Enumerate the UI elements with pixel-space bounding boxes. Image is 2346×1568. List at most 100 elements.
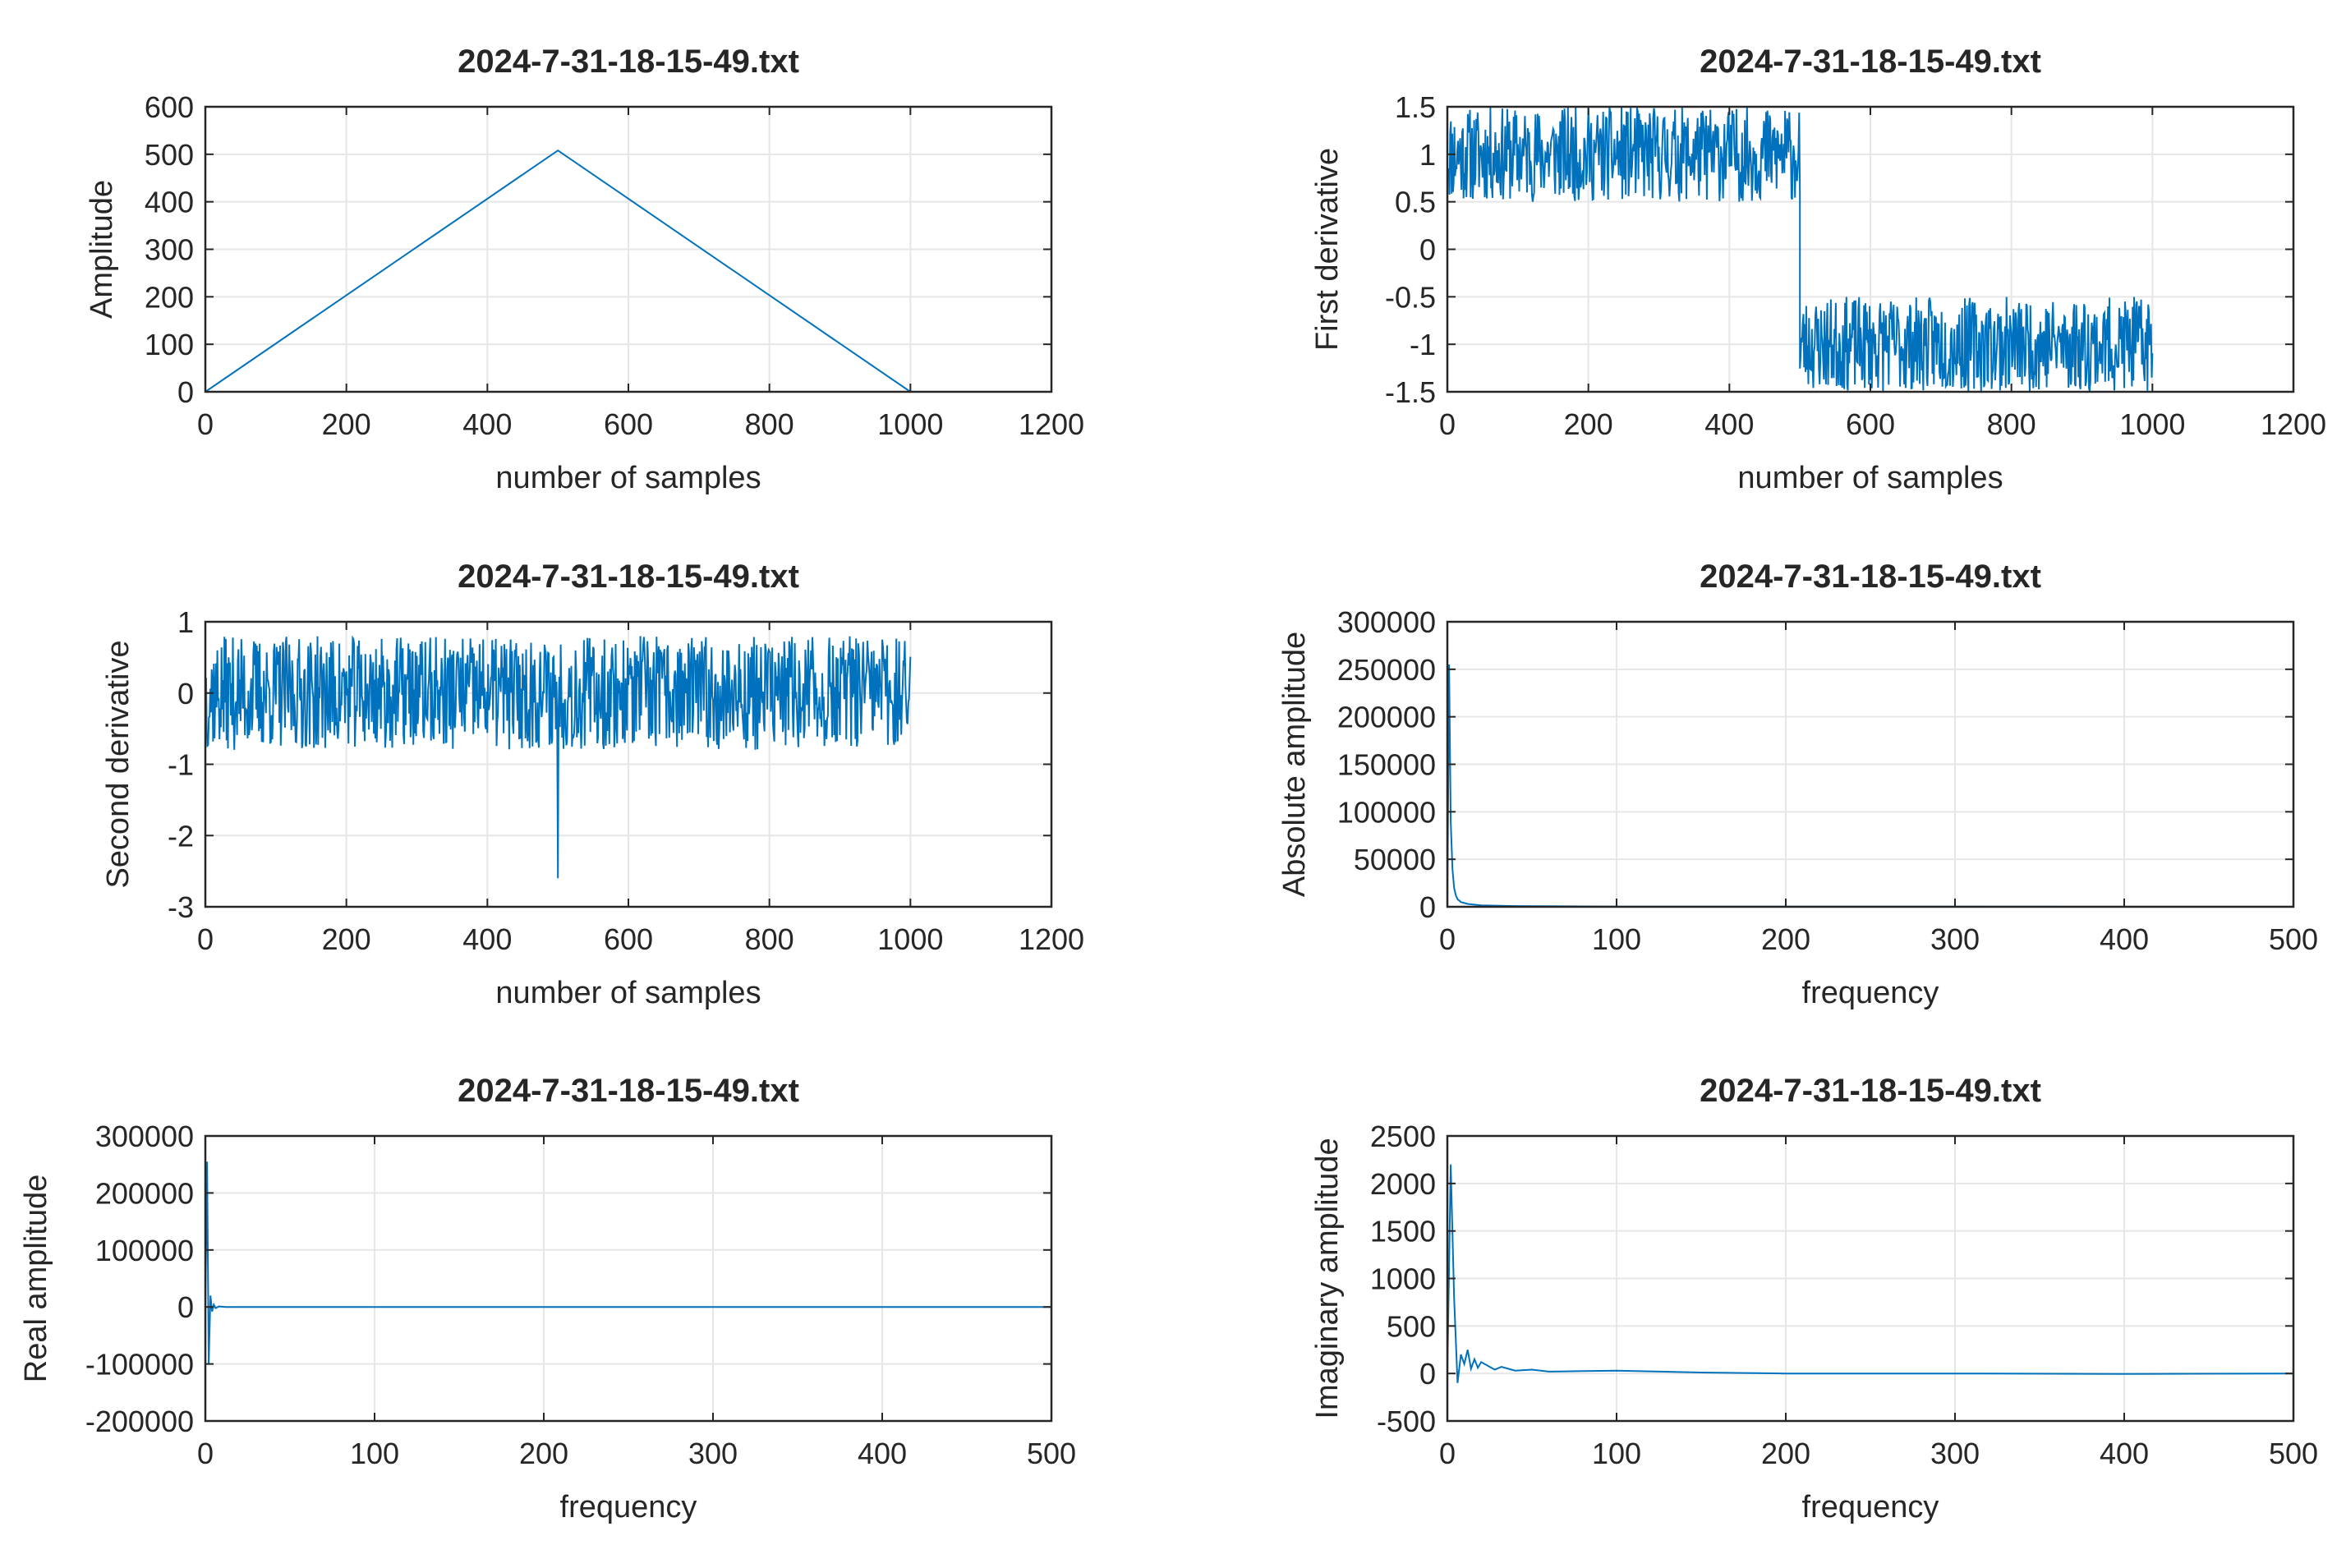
x-tick-label: 100 <box>1592 1437 1641 1470</box>
x-tick-label: 0 <box>1439 922 1456 956</box>
y-tick-label: 300 <box>145 233 194 267</box>
x-tick-label: 1200 <box>1019 407 1084 441</box>
y-tick-label: -1.5 <box>1385 375 1436 409</box>
y-tick-label: 0.5 <box>1395 186 1436 219</box>
x-tick-label: 600 <box>604 407 653 441</box>
chart-second-derivative: 0 200 400 600 800 1000 1200 -3 -2 -1 0 1 2024-7-31-1… <box>101 559 1084 1010</box>
x-tick-label: 0 <box>197 922 214 956</box>
x-tick-label: 1000 <box>2119 407 2185 441</box>
y-tick-label: -0.5 <box>1385 280 1436 314</box>
y-axis-label: First derivative <box>1310 148 1345 351</box>
y-axis-label: Second derivative <box>101 640 136 888</box>
chart-real-amplitude: 0 100 200 300 400 500 -200000 -100000 0 100000 200… <box>19 1073 1076 1524</box>
x-axis-label: number of samples <box>495 976 761 1010</box>
y-axis-label: Real amplitude <box>19 1175 53 1382</box>
x-tick-label: 1000 <box>877 407 943 441</box>
y-tick-label: 0 <box>1419 890 1436 924</box>
x-tick-label: 300 <box>1930 922 1980 956</box>
y-tick-label: 300000 <box>1337 605 1436 639</box>
y-tick-label: 0 <box>1419 233 1436 267</box>
x-tick-label: 0 <box>197 407 214 441</box>
x-tick-label: 800 <box>745 407 794 441</box>
y-tick-label: 50000 <box>1354 843 1436 876</box>
x-tick-label: 400 <box>2100 922 2149 956</box>
y-tick-label: 400 <box>145 186 194 219</box>
x-tick-label: 100 <box>350 1437 399 1470</box>
x-axis-label: frequency <box>1802 1490 1939 1524</box>
y-tick-label: 600 <box>145 90 194 124</box>
x-axis-label: number of samples <box>495 461 761 495</box>
y-tick-label: 0 <box>1419 1357 1436 1391</box>
x-tick-label: 200 <box>1761 922 1810 956</box>
y-tick-label: 200000 <box>1337 701 1436 734</box>
series-line <box>205 635 912 879</box>
x-tick-label: 300 <box>1930 1437 1980 1470</box>
y-tick-label: 1500 <box>1370 1215 1436 1248</box>
y-tick-label: 500 <box>145 138 194 172</box>
y-tick-label: 300000 <box>95 1120 194 1153</box>
plot-area <box>205 1136 1051 1421</box>
x-tick-label: 200 <box>322 922 371 956</box>
y-tick-label: 0 <box>177 677 194 710</box>
x-tick-label: 200 <box>322 407 371 441</box>
x-tick-label: 0 <box>197 1437 214 1470</box>
y-tick-label: -3 <box>168 890 194 924</box>
chart-title: 2024-7-31-18-15-49.txt <box>1700 559 2041 595</box>
y-tick-label: -1 <box>1410 328 1436 361</box>
y-tick-label: 1.5 <box>1395 90 1436 124</box>
x-tick-label: 400 <box>462 922 512 956</box>
chart-imaginary-amplitude: 0 100 200 300 400 500-50005001000150020002500… <box>1310 1073 2318 1524</box>
y-axis-label: Absolute amplitude <box>1277 632 1312 897</box>
chart-amplitude: 0 200 400 600 800 1000 1200 0 100 200 300 400 500 600… <box>85 44 1084 495</box>
y-tick-label: -100000 <box>85 1348 194 1382</box>
x-tick-label: 500 <box>2269 1437 2318 1470</box>
series-line <box>1447 1164 2293 1383</box>
x-axis-label: frequency <box>1802 976 1939 1010</box>
series-line <box>205 1161 1051 1364</box>
x-tick-label: 300 <box>688 1437 738 1470</box>
x-axis-label: number of samples <box>1737 461 2003 495</box>
series-line <box>1447 107 2154 392</box>
x-tick-label: 800 <box>1987 407 2036 441</box>
chart-first-derivative: 0 200 400 600 800 1000 1200 -1.5 -1 -0.5 0 0.5 1 1.5 2… <box>1310 44 2326 495</box>
x-tick-label: 200 <box>519 1437 568 1470</box>
y-tick-label: 150000 <box>1337 748 1436 782</box>
y-tick-label: 1 <box>177 605 194 639</box>
x-tick-label: 400 <box>2100 1437 2149 1470</box>
x-tick-label: 0 <box>1439 1437 1456 1470</box>
y-tick-label: 100000 <box>95 1234 194 1267</box>
chart-title: 2024-7-31-18-15-49.txt <box>458 1073 799 1109</box>
x-axis-label: frequency <box>560 1490 697 1524</box>
x-tick-label: 400 <box>1704 407 1754 441</box>
y-tick-label: 0 <box>177 375 194 409</box>
y-tick-label: 1 <box>1419 138 1436 172</box>
y-tick-label: 250000 <box>1337 653 1436 687</box>
chart-absolute-amplitude: 0 100 200 300 400 500 0 50000 100000 150000 200000… <box>1277 559 2318 1010</box>
chart-title: 2024-7-31-18-15-49.txt <box>458 44 799 80</box>
y-tick-label: -200000 <box>85 1405 194 1438</box>
x-tick-label: 1200 <box>2261 407 2326 441</box>
x-tick-label: 100 <box>1592 922 1641 956</box>
x-tick-label: 600 <box>604 922 653 956</box>
x-tick-label: 1200 <box>1019 922 1084 956</box>
y-tick-label: 500 <box>1387 1309 1436 1343</box>
y-axis-label: Amplitude <box>85 180 119 319</box>
x-tick-label: 500 <box>2269 922 2318 956</box>
x-tick-label: 0 <box>1439 407 1456 441</box>
y-tick-label: 100000 <box>1337 795 1436 829</box>
chart-title: 2024-7-31-18-15-49.txt <box>458 559 799 595</box>
y-tick-label: -2 <box>168 819 194 853</box>
y-tick-label: 2500 <box>1370 1120 1436 1153</box>
x-tick-label: 1000 <box>877 922 943 956</box>
x-tick-label: 500 <box>1027 1437 1076 1470</box>
y-tick-label: 2000 <box>1370 1167 1436 1201</box>
y-tick-label: 200 <box>145 280 194 314</box>
y-tick-label: 100 <box>145 328 194 361</box>
y-tick-label: -500 <box>1377 1405 1436 1438</box>
x-tick-label: 200 <box>1564 407 1613 441</box>
y-axis-label: Imaginary amplitude <box>1310 1138 1345 1419</box>
y-tick-label: 200000 <box>95 1176 194 1210</box>
x-tick-label: 400 <box>462 407 512 441</box>
x-tick-label: 400 <box>858 1437 907 1470</box>
